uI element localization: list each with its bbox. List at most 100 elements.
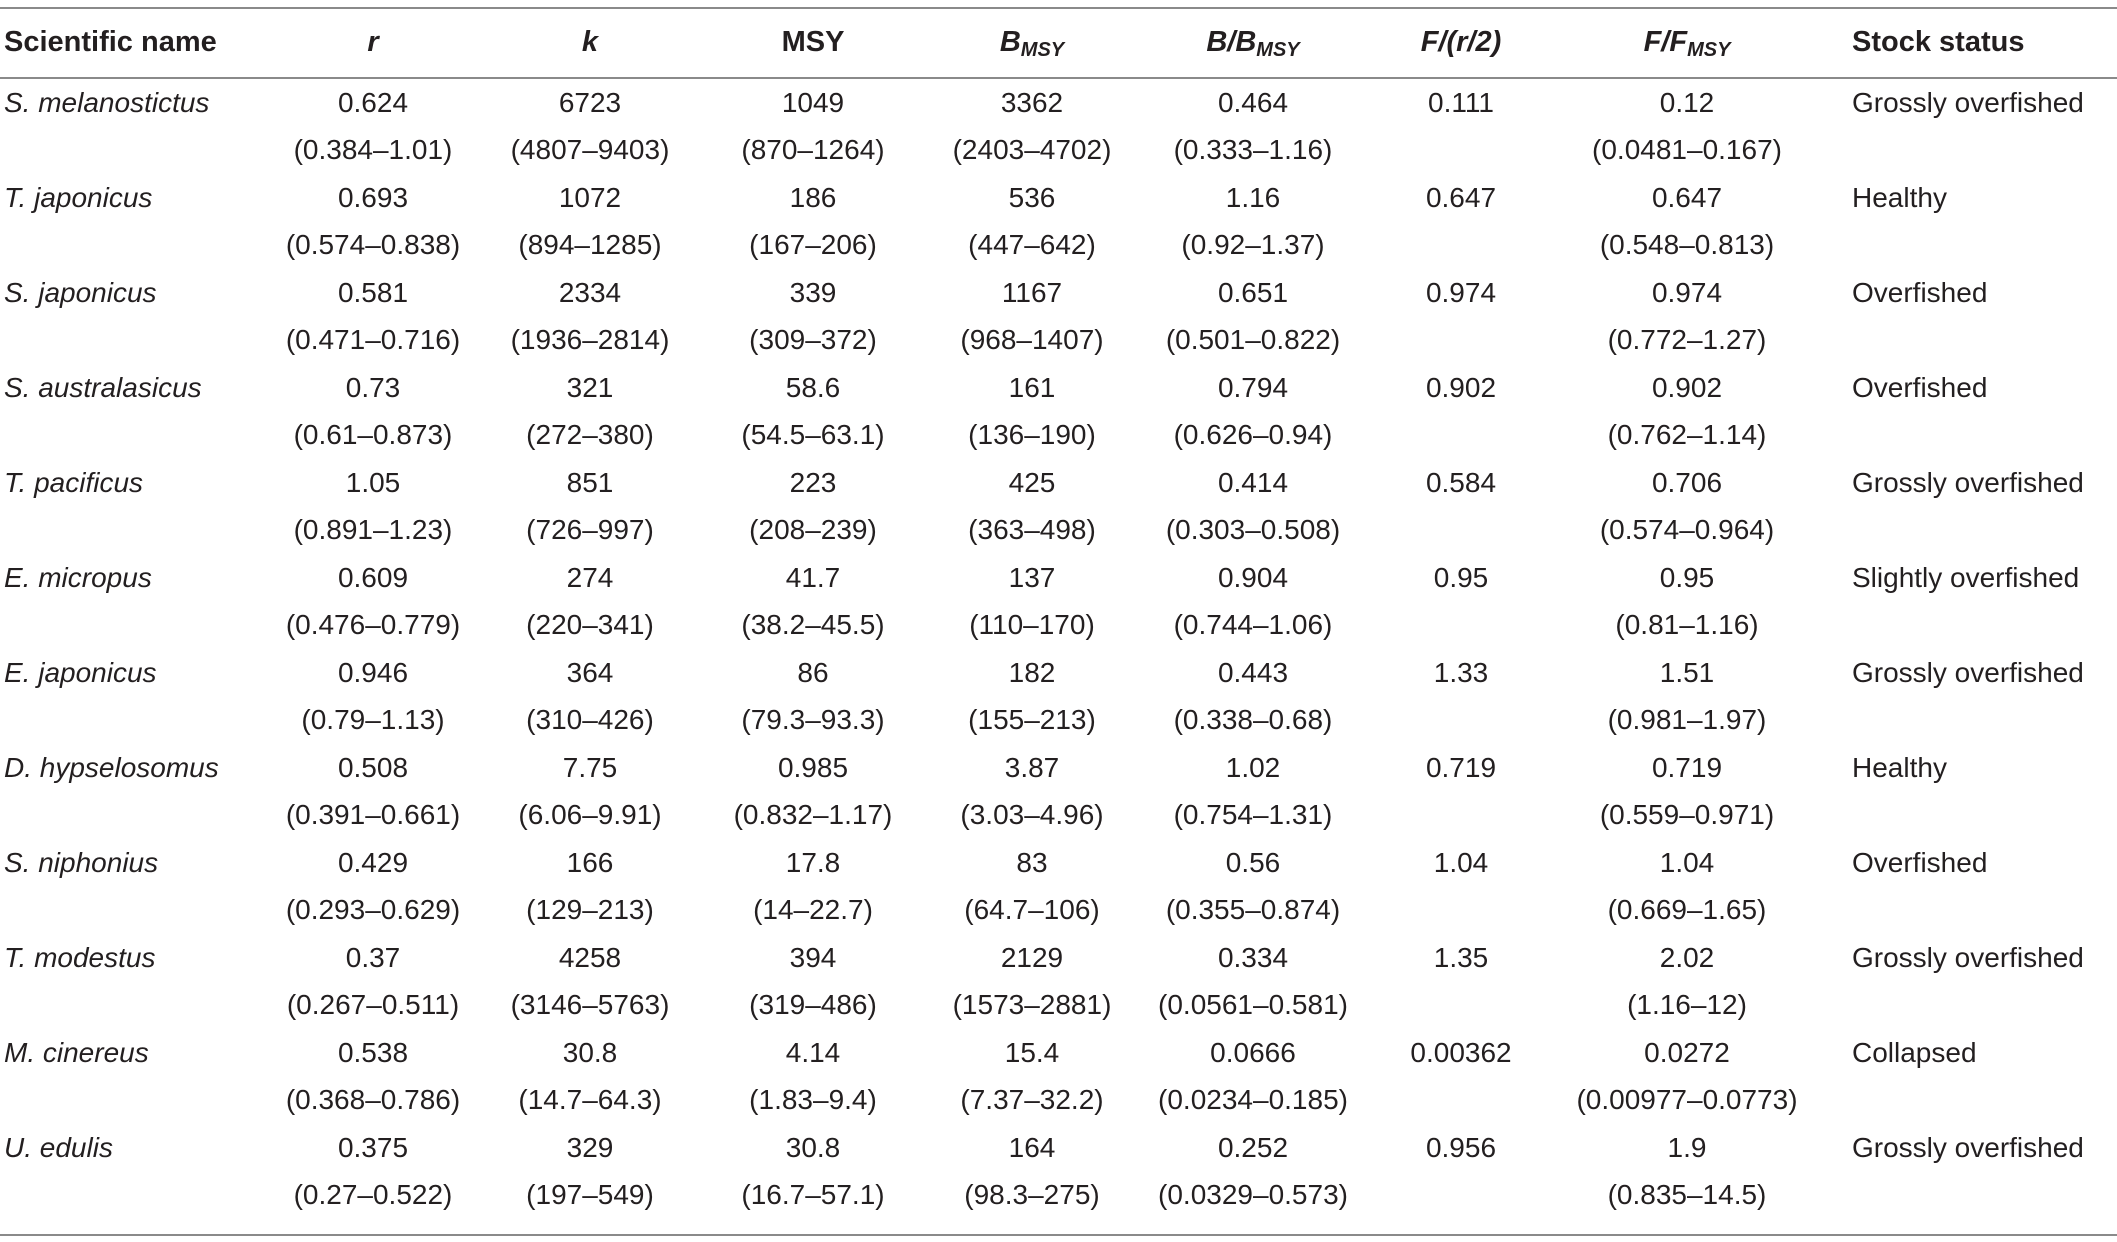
header-stock-status: Stock status [1852,26,2025,58]
cell-empty [1818,506,2117,554]
cell-msy-ci: (208–239) [749,514,877,545]
header-f-over-fmsy: F/FMSY [1556,7,1818,77]
cell-k: 851 [566,467,614,498]
cell-scientific-name: S. niphonius [4,847,159,878]
cell-r-ci: (0.891–1.23) [293,514,453,545]
cell-b-over-bmsy-ci: (0.0561–0.581) [1158,989,1348,1020]
cell-f-over-fmsy-ci: (1.16–12) [1627,989,1747,1020]
cell-stock-status: Overfished [1852,847,1988,878]
cell-msy-ci: (54.5–63.1) [741,419,885,450]
cell-f-over-r2: 0.956 [1425,1132,1497,1163]
cell-bmsy: 536 [1008,182,1056,213]
cell-msy: 1049 [781,87,845,118]
cell-msy-ci: (16.7–57.1) [741,1179,885,1210]
cell-r-ci: (0.368–0.786) [285,1084,461,1115]
cell-scientific-name: T. modestus [4,942,156,973]
cell-stock-status: Healthy [1852,182,1947,213]
cell-bmsy-ci: (64.7–106) [964,894,1100,925]
cell-stock-status: Grossly overfished [1852,87,2084,118]
cell-b-over-bmsy: 0.794 [1217,372,1289,403]
cell-bmsy: 137 [1008,562,1056,593]
header-b-over-bmsy: B/BMSY [1140,7,1366,77]
cell-msy: 86 [797,657,829,688]
cell-msy: 394 [789,942,837,973]
cell-empty [0,791,268,839]
cell-k: 321 [566,372,614,403]
cell-b-over-bmsy-ci: (0.744–1.06) [1173,609,1333,640]
cell-empty [1366,506,1556,554]
cell-empty [1818,411,2117,459]
cell-empty [0,696,268,744]
cell-r-ci: (0.471–0.716) [285,324,461,355]
cell-r-ci: (0.384–1.01) [293,134,453,165]
cell-f-over-fmsy: 0.12 [1659,87,1715,118]
cell-r: 0.508 [337,752,409,783]
cell-r-ci: (0.293–0.629) [285,894,461,925]
cell-k: 2334 [558,277,622,308]
header-k-label: k [581,26,599,58]
header-bmsy-sub: MSY [1020,39,1065,61]
cell-k-ci: (310–426) [526,704,654,735]
cell-b-over-bmsy-ci: (0.626–0.94) [1173,419,1333,450]
cell-msy: 41.7 [785,562,841,593]
cell-empty [1818,791,2117,839]
cell-k-ci: (894–1285) [518,229,662,260]
cell-k: 166 [566,847,614,878]
cell-empty [1818,221,2117,269]
cell-msy-ci: (14–22.7) [753,894,873,925]
cell-b-over-bmsy-ci: (0.754–1.31) [1173,799,1333,830]
cell-empty [1818,316,2117,364]
bottom-rule [0,1234,2117,1236]
cell-empty [0,316,268,364]
cell-f-over-fmsy-ci: (0.762–1.14) [1607,419,1767,450]
header-f-over-fmsy-main: F/F [1643,26,1688,58]
cell-f-over-fmsy: 1.9 [1667,1132,1707,1163]
cell-r: 0.946 [337,657,409,688]
cell-scientific-name: T. pacificus [4,467,144,498]
header-b-over-bmsy-sub: MSY [1256,39,1300,61]
header-r: r [268,7,478,77]
header-f-over-r2-label: F/(r/2) [1420,26,1502,58]
cell-k-ci: (726–997) [526,514,654,545]
cell-empty [0,126,268,174]
cell-b-over-bmsy: 0.334 [1217,942,1289,973]
cell-f-over-fmsy-ci: (0.574–0.964) [1599,514,1775,545]
cell-b-over-bmsy-ci: (0.303–0.508) [1165,514,1341,545]
cell-scientific-name: U. edulis [4,1132,113,1163]
cell-empty [1818,696,2117,744]
cell-f-over-r2: 1.04 [1433,847,1489,878]
cell-msy: 186 [789,182,837,213]
cell-scientific-name: D. hypselosomus [4,752,219,783]
cell-bmsy: 1167 [1001,277,1063,308]
cell-empty [0,601,268,649]
cell-stock-status: Overfished [1852,277,1988,308]
cell-r: 0.693 [337,182,409,213]
cell-bmsy: 182 [1008,657,1056,688]
cell-stock-status: Healthy [1852,752,1947,783]
cell-f-over-fmsy: 0.706 [1651,467,1723,498]
cell-f-over-r2: 1.33 [1433,657,1489,688]
cell-k-ci: (6.06–9.91) [518,799,662,830]
cell-b-over-bmsy: 0.414 [1217,467,1289,498]
cell-f-over-fmsy: 0.902 [1651,372,1723,403]
cell-b-over-bmsy-ci: (0.92–1.37) [1181,229,1325,260]
cell-empty [0,1076,268,1124]
cell-msy: 0.985 [777,752,849,783]
cell-empty [1366,696,1556,744]
cell-msy-ci: (870–1264) [741,134,885,165]
cell-scientific-name: E. micropus [4,562,152,593]
cell-f-over-fmsy-ci: (0.772–1.27) [1607,324,1767,355]
cell-msy: 4.14 [785,1037,841,1068]
cell-r-ci: (0.476–0.779) [285,609,461,640]
cell-f-over-fmsy-ci: (0.00977–0.0773) [1576,1084,1798,1115]
header-scientific-name: Scientific name [4,26,217,58]
cell-scientific-name: S. australasicus [4,372,202,403]
cell-msy: 30.8 [785,1132,841,1163]
cell-empty [1366,1171,1556,1219]
header-bmsy-main: B [999,26,1021,58]
cell-f-over-fmsy: 0.974 [1651,277,1723,308]
cell-empty [1366,221,1556,269]
cell-stock-status: Grossly overfished [1852,1132,2084,1163]
cell-b-over-bmsy: 0.904 [1217,562,1289,593]
cell-empty [1818,886,2117,934]
